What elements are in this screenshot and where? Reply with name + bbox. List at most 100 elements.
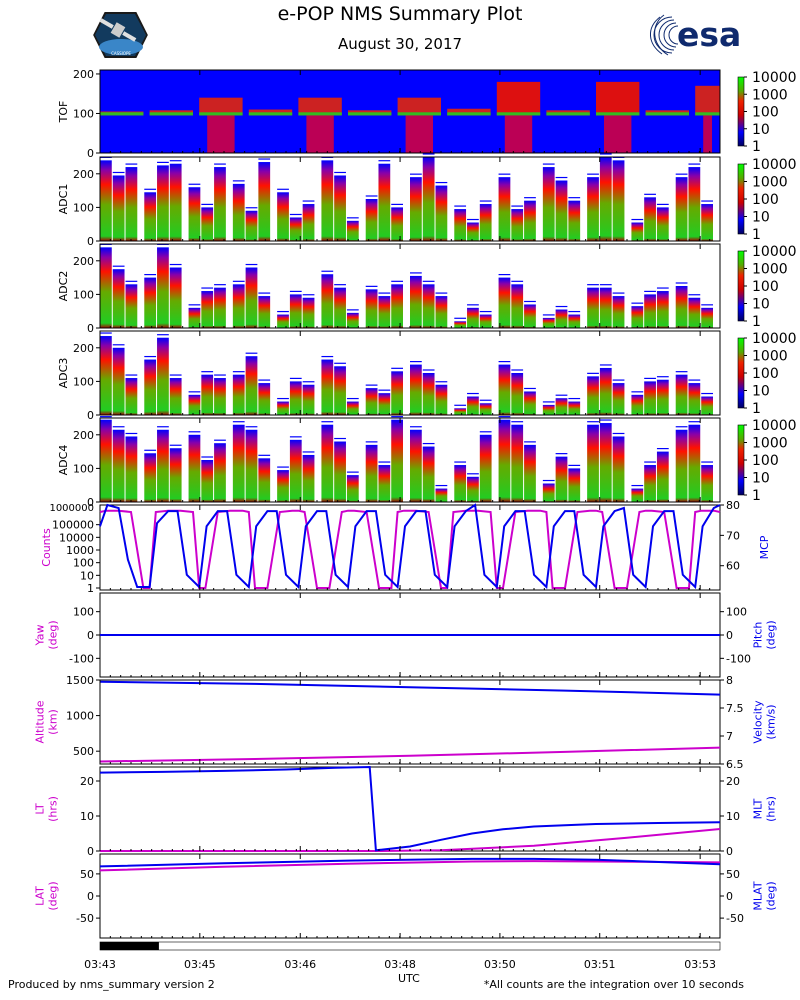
adc-bar <box>277 401 289 415</box>
y-axis-label-right: MLT (hrs) <box>752 796 778 822</box>
y-axis-label: ADC1 <box>57 184 70 215</box>
adc-bar <box>112 429 125 502</box>
adc-bar <box>100 160 112 241</box>
y-axis-label-left-line: LT <box>34 803 47 815</box>
adc-bar <box>157 247 169 328</box>
y-axis-label-line: ADC4 <box>57 445 70 476</box>
adc-bar <box>232 183 245 241</box>
series-counts-line <box>99 509 721 589</box>
adc-bar <box>631 306 644 328</box>
adc-bar <box>169 267 182 328</box>
mission-patch-logo: CASSIOPE <box>90 10 151 60</box>
y2-tick-label: 60 <box>726 560 740 573</box>
adc-bar <box>701 204 713 241</box>
y2-tick-label: 80 <box>726 499 740 512</box>
y-tick-label: 20 <box>80 775 94 788</box>
adc-bar <box>214 443 226 502</box>
adc-bar <box>232 284 245 328</box>
tof-band-low <box>306 115 334 153</box>
adc-bar <box>644 381 656 415</box>
adc-bar <box>422 373 435 415</box>
adc-bar <box>599 287 612 328</box>
x-tick-label: 03:48 <box>384 958 416 971</box>
adc-bar <box>144 192 157 241</box>
y-axis-label-left-line: (deg) <box>47 620 60 649</box>
colorbar <box>737 163 745 235</box>
adc-bar <box>334 441 346 502</box>
y-axis-label-right: Velocity (km/s) <box>752 700 778 744</box>
y2-tick-label: 8 <box>726 674 733 687</box>
adc-bar <box>157 337 169 415</box>
tof-band-high <box>496 81 541 116</box>
adc-bar <box>391 284 403 328</box>
adc-bar <box>599 157 612 241</box>
coverage-bar-frame <box>99 941 721 951</box>
adc-bar <box>656 379 669 415</box>
adc-bar <box>675 177 688 241</box>
adc-bar <box>701 307 713 328</box>
page-title: e-POP NMS Summary Plot <box>277 3 523 25</box>
tof-band-low <box>207 115 235 153</box>
y-tick-label: 100 <box>73 288 94 301</box>
colorbar-tick-label: 100 <box>752 279 779 295</box>
colorbar-tick-label: 1 <box>752 227 761 243</box>
adc-bar <box>568 468 581 502</box>
adc-bar <box>201 207 214 241</box>
panel-frame <box>99 853 721 939</box>
y2-tick-label: 7 <box>726 730 733 743</box>
adc-bar <box>214 287 226 328</box>
adc-bar <box>201 291 214 328</box>
adc-bar <box>321 359 334 415</box>
adc-bar <box>454 408 467 415</box>
adc-bar <box>644 197 656 241</box>
tof-band-peak <box>496 112 541 116</box>
adc-bar <box>498 419 511 502</box>
tof-band-peak <box>248 112 293 116</box>
y-tick-label: 100 <box>73 462 94 475</box>
tof-band-high <box>298 97 342 116</box>
colorbar-tick-label: 10000 <box>752 244 797 260</box>
y-tick-label: 0 <box>87 409 94 422</box>
series-mlat-line <box>99 857 721 868</box>
colorbar-tick-label: 10000 <box>752 157 797 173</box>
adc-bar <box>410 364 422 415</box>
y-tick-label: 1000 <box>66 710 94 723</box>
adc-bar <box>410 275 422 328</box>
adc-bar <box>410 177 422 241</box>
adc-bar <box>454 321 467 328</box>
adc-bar <box>125 167 138 241</box>
tof-band-peak <box>596 112 640 116</box>
adc-bar <box>378 296 391 328</box>
adc-bar <box>289 381 302 415</box>
colorbar <box>737 76 745 147</box>
adc-bar <box>524 304 536 328</box>
y-tick-label: 200 <box>73 68 94 81</box>
adc-bar <box>511 209 524 241</box>
adc-bar <box>112 269 125 328</box>
y-axis-label-left: LAT (deg) <box>34 881 60 910</box>
y-axis-label-right-line: Pitch <box>752 622 765 649</box>
adc-bar <box>125 436 138 502</box>
colorbar-tick-label: 1000 <box>752 175 788 191</box>
adc-bar <box>245 267 258 328</box>
adc-bar <box>346 220 359 241</box>
adc-bar <box>125 378 138 415</box>
y2-tick-label: 10 <box>726 810 740 823</box>
y-axis-label-left: Yaw (deg) <box>34 620 60 649</box>
adc-bar <box>688 297 701 328</box>
adc-bar <box>675 374 688 415</box>
adc-bar <box>302 454 315 502</box>
y-tick-label: 100000 <box>52 519 94 532</box>
colorbar-tick-label: 10 <box>752 471 770 487</box>
panel-frame <box>99 766 721 852</box>
y2-tick-label: 6.5 <box>726 758 744 771</box>
y-axis-label-right-line: MLAT <box>752 881 765 911</box>
y-tick-label: 0 <box>87 235 94 248</box>
y-axis-label-right: MCP <box>758 535 771 559</box>
adc-bar <box>144 277 157 328</box>
y-axis-label: ADC2 <box>57 271 70 302</box>
